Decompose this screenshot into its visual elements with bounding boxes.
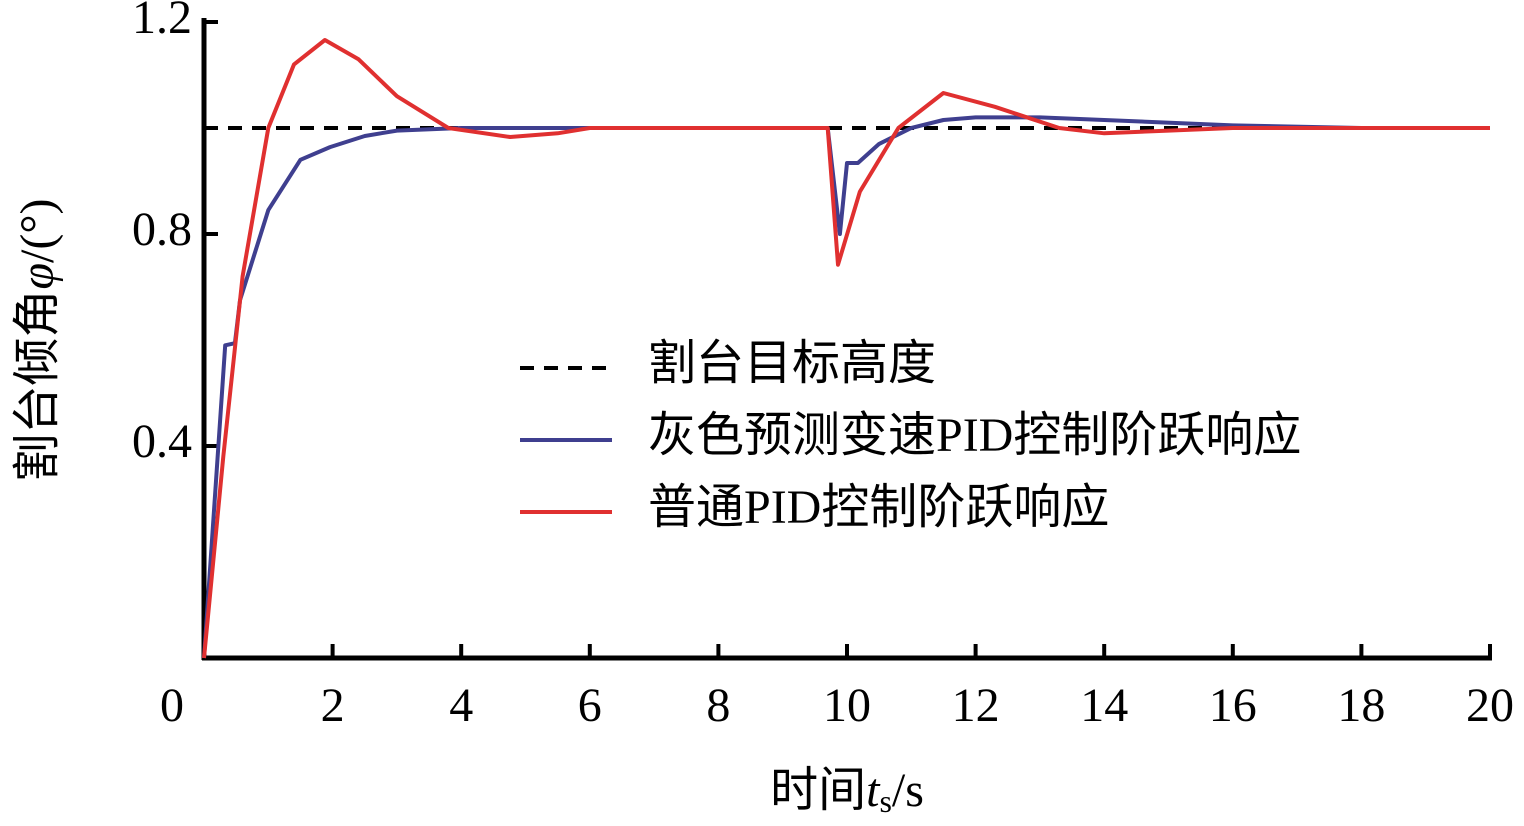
y-tick-label: 0.8 — [132, 203, 192, 256]
x-tick-label: 4 — [449, 679, 473, 732]
y-axis-label-part: /(°) — [11, 198, 64, 263]
x-tick-label: 18 — [1337, 679, 1385, 732]
legend-label: 灰色预测变速PID控制阶跃响应 — [648, 409, 1301, 462]
x-axis-label-part: /s — [892, 764, 924, 817]
series-line — [202, 38, 1490, 659]
legend-label: 割台目标高度 — [648, 337, 936, 390]
y-tick-label: 1.2 — [132, 0, 192, 44]
x-axis-label-part: s — [879, 783, 891, 819]
x-tick-label: 10 — [823, 679, 871, 732]
x-tick-label: 12 — [952, 679, 1000, 732]
x-tick-label: 0 — [160, 679, 184, 732]
y-axis-label-part: φ — [11, 263, 64, 290]
x-tick-label: 14 — [1080, 679, 1128, 732]
legend-label: 普通PID控制阶跃响应 — [648, 481, 1109, 534]
x-axis-label-part: 时间 — [770, 764, 866, 817]
x-axis-label: 时间ts/s — [770, 764, 924, 819]
x-tick-label: 2 — [321, 679, 345, 732]
y-axis-label: 割台倾角φ/(°) — [11, 198, 64, 481]
x-tick-label: 8 — [706, 679, 730, 732]
x-tick-label: 16 — [1209, 679, 1257, 732]
x-tick-label: 20 — [1466, 679, 1514, 732]
x-tick-label: 6 — [578, 679, 602, 732]
y-tick-label: 0.4 — [132, 415, 192, 468]
series-line — [202, 115, 1490, 659]
x-axis-label-part: t — [866, 764, 881, 817]
y-axis-label-part: 割台倾角 — [11, 290, 64, 482]
